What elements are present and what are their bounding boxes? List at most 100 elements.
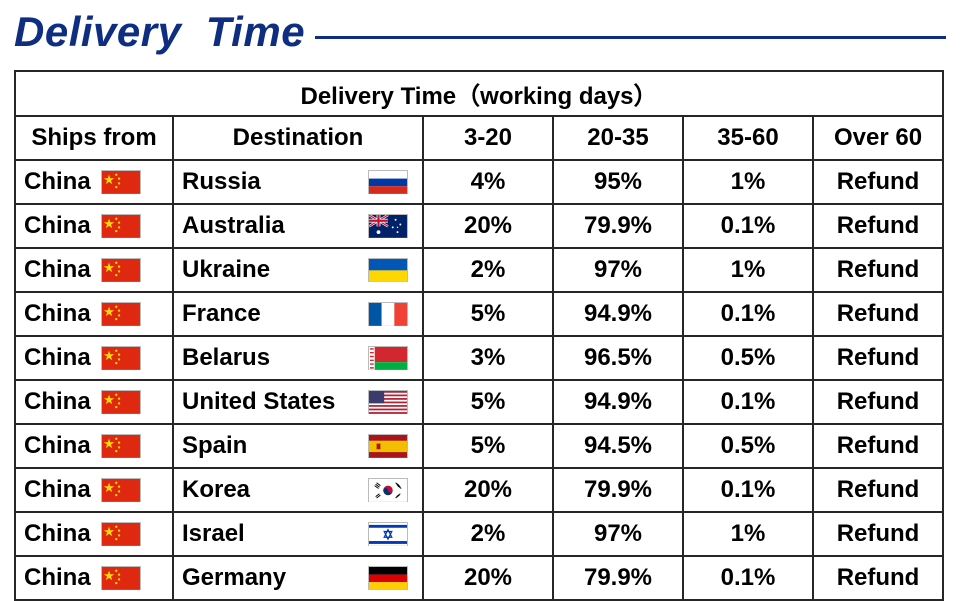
val-20-35: 95% xyxy=(553,160,683,204)
table-row: China Australia 20%79.9%0.1%Refund xyxy=(15,204,943,248)
col-20-35: 20-35 xyxy=(553,116,683,160)
val-35-60: 1% xyxy=(683,512,813,556)
destination-label: Spain xyxy=(182,432,247,460)
il-flag-icon xyxy=(368,522,408,546)
page-title: Delivery Time xyxy=(14,8,315,56)
destination-cell: Korea xyxy=(173,468,423,512)
ships-from-cell: China xyxy=(15,248,173,292)
val-35-60: 0.1% xyxy=(683,380,813,424)
es-flag-icon xyxy=(368,434,408,458)
table-header-row: Ships from Destination 3-20 20-35 35-60 … xyxy=(15,116,943,160)
au-flag-icon xyxy=(368,214,408,238)
ua-flag-icon xyxy=(368,258,408,282)
col-destination: Destination xyxy=(173,116,423,160)
table-row: China France 5%94.9%0.1%Refund xyxy=(15,292,943,336)
val-over60: Refund xyxy=(813,248,943,292)
china-flag-icon xyxy=(101,302,141,326)
delivery-time-table: Delivery Time（working days） Ships from D… xyxy=(14,70,944,601)
china-flag-icon xyxy=(101,390,141,414)
ships-from-cell: China xyxy=(15,204,173,248)
col-3-20: 3-20 xyxy=(423,116,553,160)
val-over60: Refund xyxy=(813,204,943,248)
ships-from-cell: China xyxy=(15,380,173,424)
col-ships-from: Ships from xyxy=(15,116,173,160)
destination-label: Korea xyxy=(182,476,250,504)
destination-label: Germany xyxy=(182,564,286,592)
table-row: ChinaBelarus3%96.5%0.5%Refund xyxy=(15,336,943,380)
ru-flag-icon xyxy=(368,170,408,194)
table-row: ChinaRussia4%95%1%Refund xyxy=(15,160,943,204)
us-flag-icon xyxy=(368,390,408,414)
val-20-35: 79.9% xyxy=(553,468,683,512)
ships-from-label: China xyxy=(24,388,91,416)
china-flag-icon xyxy=(101,346,141,370)
val-20-35: 97% xyxy=(553,248,683,292)
destination-label: Israel xyxy=(182,520,245,548)
col-35-60: 35-60 xyxy=(683,116,813,160)
ships-from-cell: China xyxy=(15,292,173,336)
china-flag-icon xyxy=(101,566,141,590)
val-35-60: 0.1% xyxy=(683,292,813,336)
val-3-20: 3% xyxy=(423,336,553,380)
ships-from-label: China xyxy=(24,344,91,372)
ships-from-label: China xyxy=(24,476,91,504)
val-over60: Refund xyxy=(813,292,943,336)
china-flag-icon xyxy=(101,214,141,238)
ships-from-cell: China xyxy=(15,336,173,380)
destination-label: France xyxy=(182,300,261,328)
val-20-35: 79.9% xyxy=(553,204,683,248)
fr-flag-icon xyxy=(368,302,408,326)
ships-from-label: China xyxy=(24,520,91,548)
destination-cell: Belarus xyxy=(173,336,423,380)
val-35-60: 0.1% xyxy=(683,556,813,600)
china-flag-icon xyxy=(101,434,141,458)
val-35-60: 1% xyxy=(683,248,813,292)
destination-label: Russia xyxy=(182,168,261,196)
ships-from-label: China xyxy=(24,256,91,284)
china-flag-icon xyxy=(101,478,141,502)
val-20-35: 94.9% xyxy=(553,292,683,336)
ships-from-cell: China xyxy=(15,424,173,468)
val-35-60: 0.1% xyxy=(683,204,813,248)
ships-from-label: China xyxy=(24,168,91,196)
table-row: ChinaGermany20%79.9%0.1%Refund xyxy=(15,556,943,600)
val-3-20: 20% xyxy=(423,468,553,512)
val-3-20: 2% xyxy=(423,512,553,556)
val-20-35: 97% xyxy=(553,512,683,556)
destination-cell: Spain xyxy=(173,424,423,468)
val-20-35: 96.5% xyxy=(553,336,683,380)
val-20-35: 94.5% xyxy=(553,424,683,468)
table-title-row: Delivery Time（working days） xyxy=(15,71,943,116)
destination-label: Australia xyxy=(182,212,285,240)
page-root: Delivery Time Delivery Time（working days… xyxy=(0,0,960,599)
destination-cell: Israel xyxy=(173,512,423,556)
val-20-35: 79.9% xyxy=(553,556,683,600)
val-over60: Refund xyxy=(813,424,943,468)
table-row: ChinaUnited States5%94.9%0.1%Refund xyxy=(15,380,943,424)
val-20-35: 94.9% xyxy=(553,380,683,424)
destination-label: Belarus xyxy=(182,344,270,372)
table-row: China Spain 5%94.5%0.5%Refund xyxy=(15,424,943,468)
ships-from-label: China xyxy=(24,212,91,240)
val-3-20: 20% xyxy=(423,556,553,600)
val-3-20: 5% xyxy=(423,424,553,468)
val-35-60: 1% xyxy=(683,160,813,204)
val-35-60: 0.5% xyxy=(683,336,813,380)
ships-from-label: China xyxy=(24,300,91,328)
val-35-60: 0.5% xyxy=(683,424,813,468)
val-over60: Refund xyxy=(813,160,943,204)
val-3-20: 20% xyxy=(423,204,553,248)
val-35-60: 0.1% xyxy=(683,468,813,512)
ships-from-label: China xyxy=(24,564,91,592)
de-flag-icon xyxy=(368,566,408,590)
china-flag-icon xyxy=(101,522,141,546)
ships-from-cell: China xyxy=(15,468,173,512)
table-title: Delivery Time（working days） xyxy=(15,71,943,116)
kr-flag-icon xyxy=(368,478,408,502)
china-flag-icon xyxy=(101,170,141,194)
val-3-20: 5% xyxy=(423,292,553,336)
title-rule xyxy=(315,36,946,39)
title-row: Delivery Time xyxy=(14,8,946,56)
destination-cell: Russia xyxy=(173,160,423,204)
ships-from-cell: China xyxy=(15,512,173,556)
